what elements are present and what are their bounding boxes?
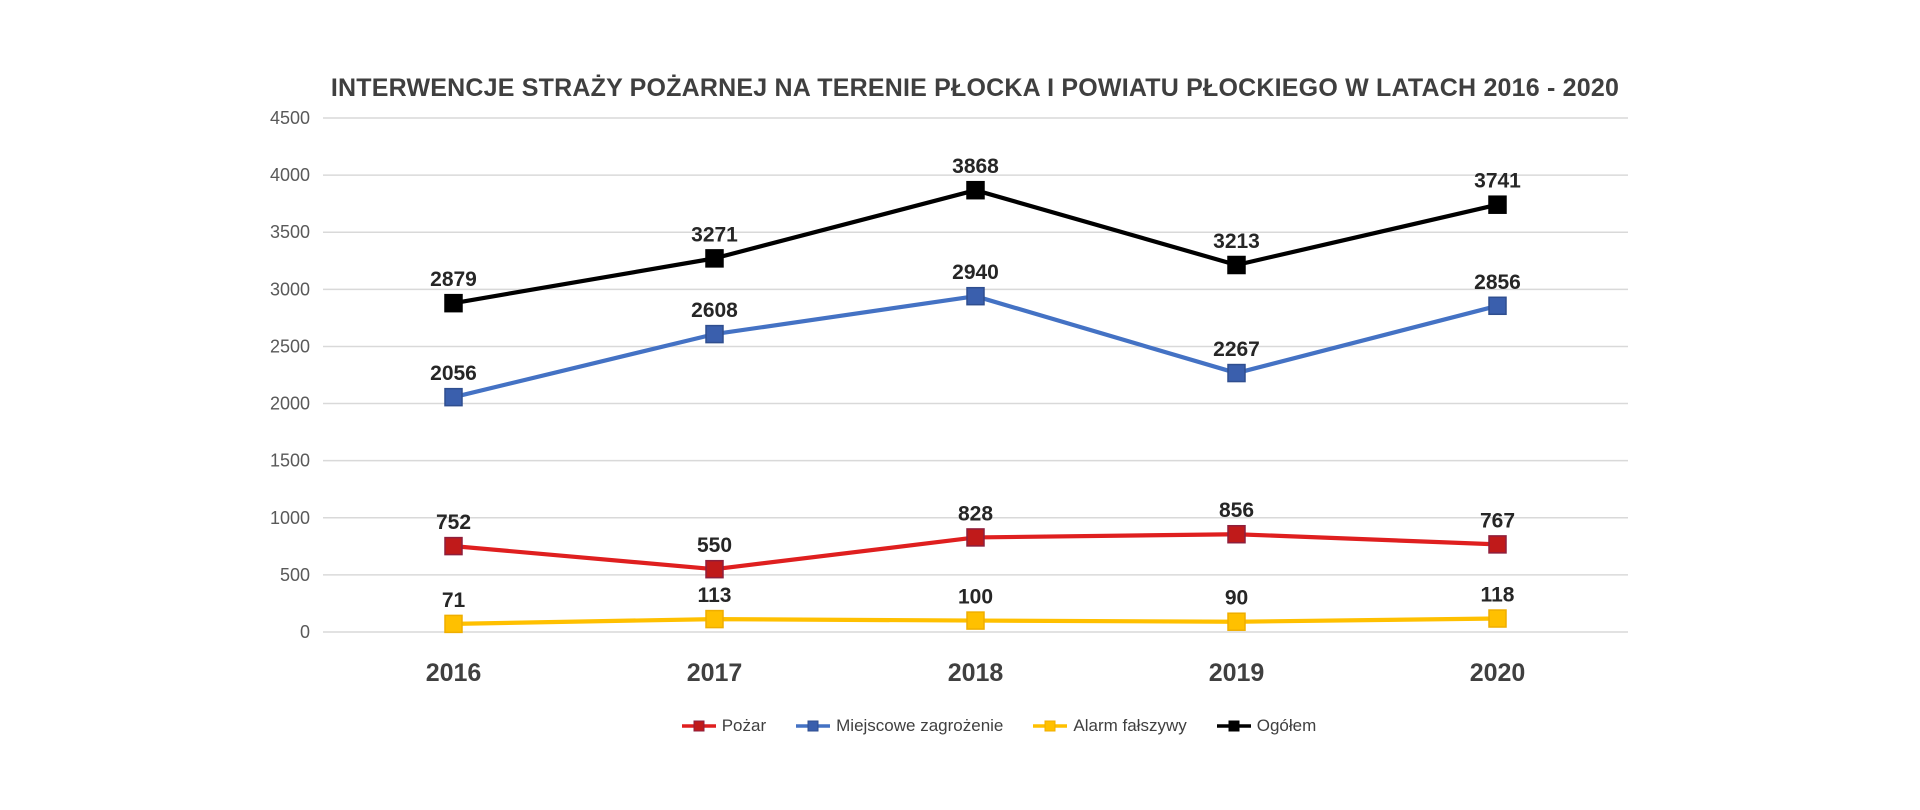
legend-marker-ogolem bbox=[1216, 720, 1251, 732]
series-2-marker-2018 bbox=[966, 611, 985, 630]
legend-swatch-marker bbox=[1228, 720, 1240, 732]
series-line-3 bbox=[451, 188, 1500, 306]
series-1-marker-2019 bbox=[1227, 363, 1246, 383]
chart-title: INTERWENCJE STRAŻY POŻARNEJ NA TERENIE P… bbox=[330, 74, 1620, 102]
y-axis-tick-1500: 1500 bbox=[270, 451, 310, 471]
series-3-value-2017: 3271 bbox=[691, 223, 738, 246]
series-0-marker-2018 bbox=[966, 528, 985, 547]
legend-item-pozar[interactable]: Pożar bbox=[681, 716, 767, 736]
series-0-value-2017: 550 bbox=[697, 534, 732, 557]
legend-marker-alarm-falszywy bbox=[1033, 720, 1068, 732]
y-axis-tick-4000: 4000 bbox=[270, 165, 310, 185]
legend-marker-miejscowe-zagrozenie bbox=[796, 720, 831, 732]
series-2-value-2017: 113 bbox=[698, 584, 732, 607]
series-2-value-2016: 71 bbox=[442, 589, 466, 612]
series-2-value-2020: 118 bbox=[1481, 584, 1515, 607]
x-axis-label-2018: 2018 bbox=[948, 659, 1004, 687]
series-3-value-2020: 3741 bbox=[1474, 170, 1521, 193]
legend-swatch-marker bbox=[693, 720, 705, 732]
x-axis-label-2020: 2020 bbox=[1470, 659, 1526, 687]
series-2-marker-2019 bbox=[1227, 612, 1246, 631]
series-0-value-2019: 856 bbox=[1219, 499, 1254, 522]
legend-swatch-marker bbox=[1044, 720, 1056, 732]
y-axis-tick-2500: 2500 bbox=[270, 336, 310, 356]
series-3-marker-2018 bbox=[966, 180, 985, 200]
series-0-marker-2020 bbox=[1488, 535, 1507, 554]
y-axis-tick-1000: 1000 bbox=[270, 508, 310, 528]
legend-label-miejscowe-zagrozenie: Miejscowe zagrożenie bbox=[836, 716, 1004, 735]
legend-label-alarm-falszywy: Alarm fałszywy bbox=[1073, 716, 1187, 735]
series-0-marker-2019 bbox=[1227, 524, 1246, 544]
series-2-value-2019: 90 bbox=[1225, 587, 1248, 610]
series-3-marker-2020 bbox=[1488, 195, 1507, 214]
legend-item-ogolem[interactable]: Ogółem bbox=[1216, 716, 1317, 736]
series-2-marker-2017 bbox=[705, 609, 724, 629]
y-axis-tick-2000: 2000 bbox=[270, 394, 310, 414]
x-axis-label-2016: 2016 bbox=[426, 659, 482, 687]
legend-label-pozar: Pożar bbox=[721, 716, 767, 735]
legend-label-ogolem: Ogółem bbox=[1256, 716, 1317, 735]
series-1-marker-2020 bbox=[1488, 296, 1507, 316]
series-1-value-2018: 2940 bbox=[952, 261, 999, 284]
series-1-marker-2017 bbox=[705, 324, 724, 344]
legend-item-miejscowe-zagrozenie[interactable]: Miejscowe zagrożenie bbox=[796, 716, 1003, 736]
x-axis-label-2017: 2017 bbox=[687, 659, 743, 687]
series-2-marker-2016 bbox=[444, 614, 463, 634]
series-1-marker-2016 bbox=[444, 387, 463, 407]
y-axis-tick-3000: 3000 bbox=[270, 279, 310, 299]
y-axis-tick-0: 0 bbox=[300, 622, 310, 642]
series-0-value-2018: 828 bbox=[958, 502, 993, 525]
series-3-value-2016: 2879 bbox=[430, 268, 477, 291]
series-2-marker-2020 bbox=[1488, 609, 1507, 628]
series-0-marker-2017 bbox=[705, 559, 724, 579]
series-0-value-2016: 752 bbox=[436, 511, 471, 534]
series-1-value-2020: 2856 bbox=[1474, 271, 1521, 294]
series-0-marker-2016 bbox=[444, 536, 463, 556]
series-1-value-2016: 2056 bbox=[430, 362, 477, 385]
series-2-value-2018: 100 bbox=[958, 586, 993, 609]
series-3-value-2019: 3213 bbox=[1213, 230, 1260, 253]
legend-item-alarm-falszywy[interactable]: Alarm fałszywy bbox=[1033, 716, 1187, 736]
legend-marker-pozar bbox=[681, 720, 716, 732]
series-1-marker-2018 bbox=[966, 286, 985, 306]
series-3-value-2018: 3868 bbox=[952, 155, 999, 178]
x-axis-label-2019: 2019 bbox=[1209, 659, 1265, 687]
legend-swatch-marker bbox=[807, 720, 819, 732]
series-3-marker-2016 bbox=[444, 293, 463, 313]
series-1-value-2017: 2608 bbox=[691, 299, 738, 322]
series-0-value-2020: 767 bbox=[1480, 509, 1515, 532]
chart-legend: Pożar Miejscowe zagrożenie Alarm fałszyw… bbox=[0, 716, 1920, 736]
y-axis-tick-3500: 3500 bbox=[270, 222, 310, 242]
series-3-marker-2017 bbox=[705, 249, 724, 268]
y-axis-tick-500: 500 bbox=[280, 565, 310, 585]
series-3-marker-2019 bbox=[1227, 255, 1246, 275]
y-axis-tick-4500: 4500 bbox=[270, 108, 310, 128]
series-1-value-2019: 2267 bbox=[1213, 338, 1260, 361]
